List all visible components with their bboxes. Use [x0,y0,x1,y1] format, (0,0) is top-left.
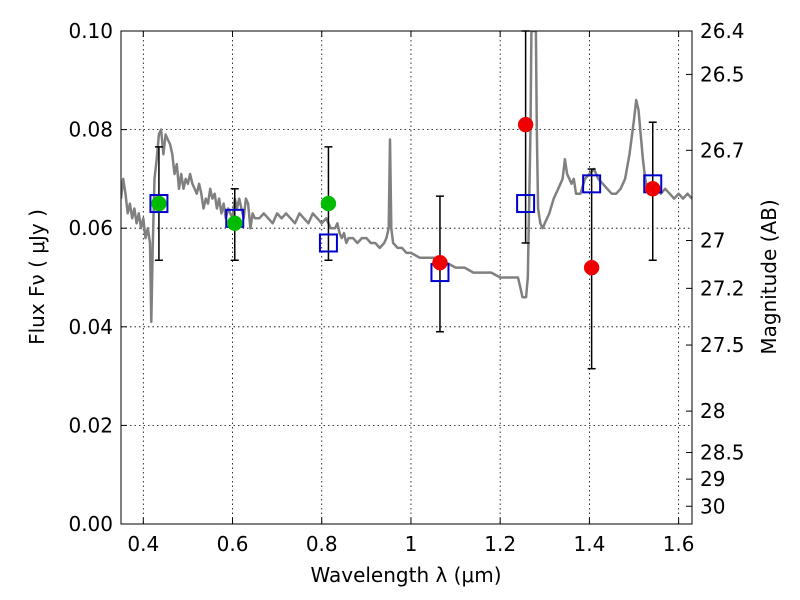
right-tick-label: 28 [700,399,725,423]
detections-red-point [644,181,661,197]
x-tick-label: 0.6 [217,532,249,556]
y-tick-label: 0.08 [68,118,113,142]
model-square-point [516,194,536,214]
x-tick-label: 1.6 [663,532,695,556]
model-square-point [149,194,169,214]
grid [121,31,692,524]
axis-ticks: 0.4 0.6 0.8 1 1.2 1.4 1.6 0.00 0.02 0.04 0.06 0.08 0… [68,19,744,556]
right-tick-label: 30 [700,494,725,518]
right-tick-label: 26.5 [700,62,745,86]
x-tick-label: 0.4 [127,532,159,556]
right-tick-label: 28.5 [700,441,745,465]
model-square-point [582,174,602,194]
y-tick-label: 0.10 [68,19,113,43]
plot-frame [120,30,693,525]
y-tick-label: 0.04 [68,315,113,339]
y-tick-label: 0.06 [68,216,113,240]
x-tick-label: 1 [405,532,418,556]
y-tick-label: 0.02 [68,413,113,437]
detections-red-point [583,259,600,276]
y-tick-label: 0.00 [68,512,113,536]
right-axis-label: Magnitude (AB) [757,199,781,354]
detections-green-point [151,195,167,212]
x-tick-label: 1.2 [484,532,516,556]
right-tick-label: 26.4 [700,19,745,43]
spectrum-line [121,31,692,324]
right-tick-label: 26.7 [700,138,745,162]
right-tick-label: 27.5 [700,333,745,357]
right-tick-label: 29 [700,467,725,491]
detections-red-point [517,116,534,133]
model-square-point [318,233,338,253]
x-tick-label: 1.4 [573,532,605,556]
x-tick-label: 0.8 [306,532,338,556]
detections-red-point [432,254,448,271]
right-tick-label: 27.2 [700,276,745,300]
detections-green-point [227,215,243,232]
detections-green-point [320,195,337,212]
x-axis-label: Wavelength λ (μm) [310,563,501,587]
model-spectrum-layer [121,31,692,324]
error-bar-layer [154,30,657,370]
detection-points-layer [151,116,661,276]
y-axis-label: Flux Fν ( μJy ) [25,209,49,345]
right-tick-label: 27 [700,229,725,253]
